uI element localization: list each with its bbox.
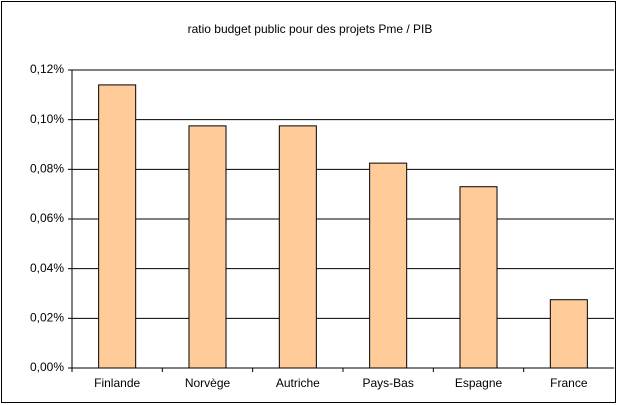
x-tick-label: Norvège bbox=[185, 376, 231, 390]
y-tick-label: 0,12% bbox=[30, 62, 64, 76]
x-tick-label: Autriche bbox=[276, 376, 320, 390]
bar bbox=[278, 125, 317, 369]
x-tick-label: Finlande bbox=[94, 376, 140, 390]
bar bbox=[369, 162, 408, 369]
y-tick-label: 0,10% bbox=[30, 112, 64, 126]
y-tick-label: 0,06% bbox=[30, 211, 64, 225]
bar bbox=[188, 125, 227, 369]
y-tick-label: 0,02% bbox=[30, 311, 64, 325]
x-tick-label: Pays-Bas bbox=[362, 376, 413, 390]
y-tick-label: 0,00% bbox=[30, 360, 64, 374]
y-tick-label: 0,04% bbox=[30, 261, 64, 275]
bar bbox=[549, 299, 588, 369]
bar bbox=[459, 186, 498, 369]
y-tick-label: 0,08% bbox=[30, 162, 64, 176]
bar bbox=[98, 84, 137, 369]
x-tick-label: France bbox=[550, 376, 588, 390]
chart-title: ratio budget public pour des projets Pme… bbox=[188, 22, 433, 36]
x-tick-label: Espagne bbox=[455, 376, 503, 390]
